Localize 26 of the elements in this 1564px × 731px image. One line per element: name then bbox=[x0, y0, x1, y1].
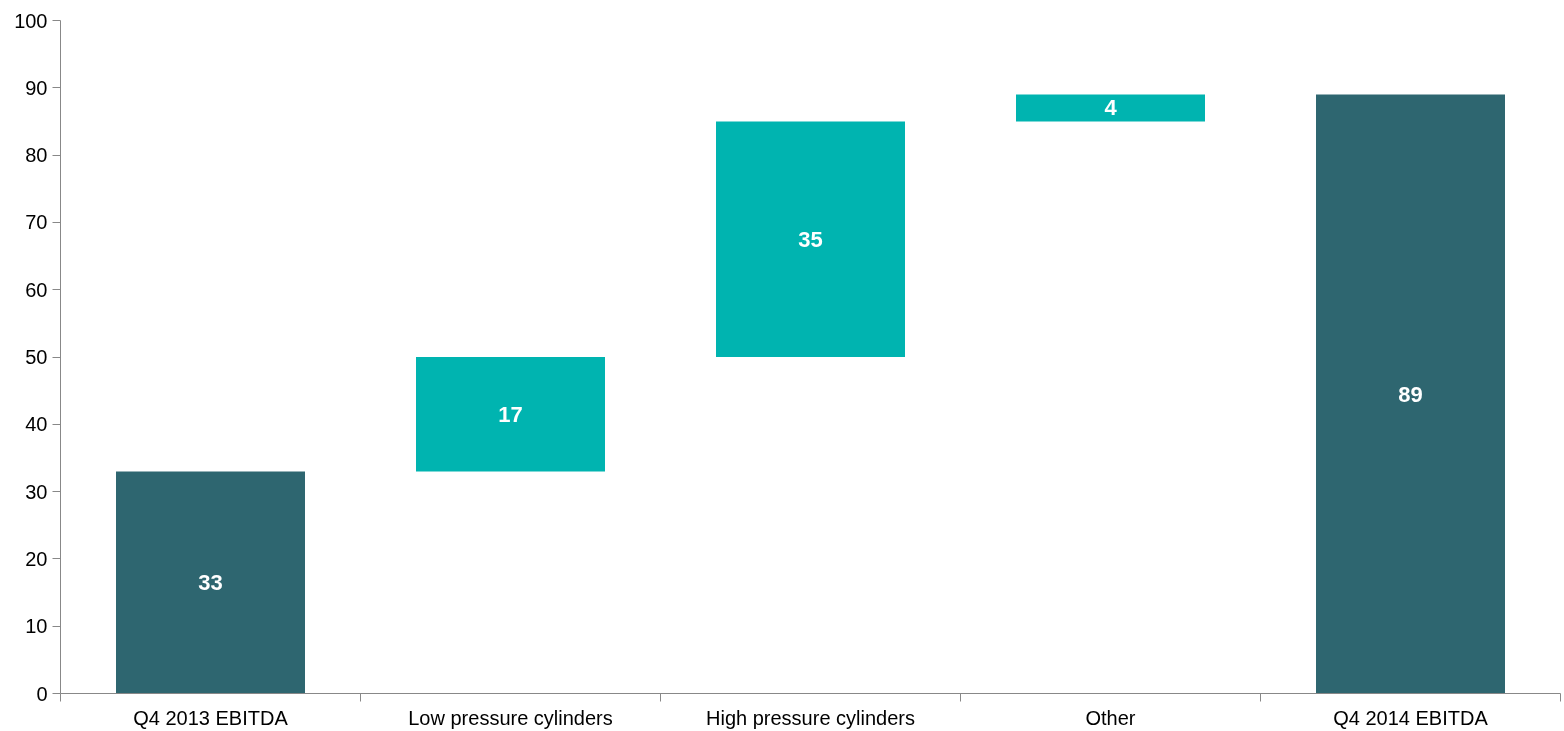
y-tick-label: 90 bbox=[25, 76, 48, 99]
y-tick-label: 10 bbox=[25, 615, 48, 638]
y-tick-label: 80 bbox=[25, 144, 48, 167]
y-tick-label: 30 bbox=[25, 480, 48, 503]
bar bbox=[116, 471, 305, 694]
bar bbox=[416, 357, 605, 472]
y-tick-label: 0 bbox=[36, 682, 48, 705]
y-tick-label: 60 bbox=[25, 278, 48, 301]
bar bbox=[1316, 94, 1505, 694]
y-tick-label: 50 bbox=[25, 346, 48, 368]
x-tick-label: Q4 2014 EBITDA bbox=[1333, 706, 1489, 729]
data-label: 33 bbox=[198, 569, 223, 595]
bar bbox=[716, 121, 905, 357]
y-tick-label: 20 bbox=[25, 547, 48, 570]
y-tick-label: 40 bbox=[25, 413, 48, 436]
data-label: 17 bbox=[498, 401, 523, 427]
y-tick-label: 70 bbox=[25, 211, 48, 234]
y-tick-label: 100 bbox=[14, 9, 48, 32]
bar bbox=[1016, 94, 1205, 122]
x-tick-label: Other bbox=[1085, 706, 1136, 729]
x-tick-label: Q4 2013 EBITDA bbox=[133, 706, 289, 729]
data-label: 35 bbox=[798, 226, 823, 252]
data-label: 4 bbox=[1104, 95, 1118, 121]
x-tick-label: High pressure cylinders bbox=[706, 706, 915, 729]
x-tick-label: Low pressure cylinders bbox=[408, 706, 613, 729]
data-label: 89 bbox=[1398, 381, 1423, 407]
